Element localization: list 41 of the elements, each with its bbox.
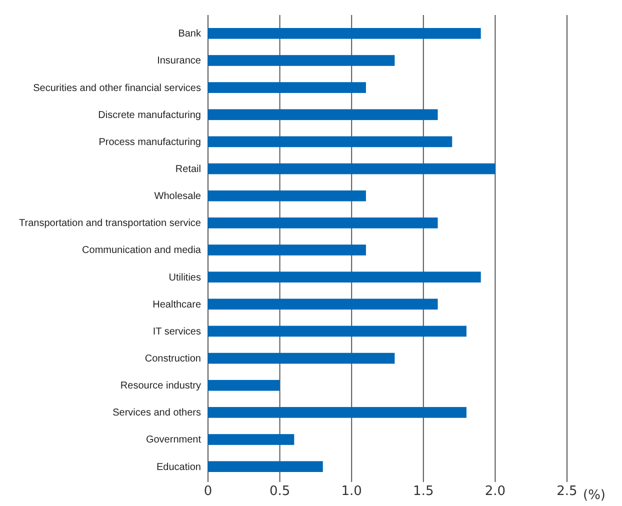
y-tick-label: Insurance	[157, 56, 202, 67]
bar	[208, 352, 395, 364]
x-tick-label: 0.5	[269, 484, 290, 500]
bar	[208, 434, 294, 445]
y-tick-label: Process manufacturing	[98, 136, 201, 148]
y-tick-label: Resource industry	[120, 380, 201, 392]
bar	[208, 407, 466, 418]
x-axis-title: (%)	[583, 488, 606, 503]
bar	[208, 272, 481, 282]
y-tick-label: Construction	[144, 353, 201, 364]
bar	[208, 109, 438, 120]
y-tick-label: Utilities	[168, 272, 201, 284]
bar	[208, 190, 366, 202]
y-tick-label: Government	[146, 434, 202, 446]
bar	[208, 380, 280, 391]
x-tick-label: 2.5	[556, 484, 578, 500]
bar	[208, 244, 366, 256]
y-tick-label: Wholesale	[154, 191, 202, 202]
x-tick-label: 1.5	[413, 484, 434, 500]
y-tick-label: Communication and media	[82, 245, 202, 256]
x-tick-label: 0	[204, 484, 212, 500]
y-tick-label: Securities and other financial services	[33, 82, 201, 94]
x-tick-label: 2.0	[484, 484, 506, 500]
y-tick-label: Retail	[175, 164, 201, 175]
y-tick-label: Healthcare	[152, 299, 202, 310]
y-tick-label: Transportation and transportation service	[19, 218, 202, 230]
bar	[208, 461, 323, 472]
y-tick-label: Bank	[178, 28, 202, 40]
bar	[208, 136, 452, 148]
bar	[208, 55, 395, 66]
bar	[208, 82, 366, 93]
y-tick-label: Services and others	[112, 408, 201, 419]
bar	[208, 218, 438, 228]
bar	[208, 28, 481, 39]
bar	[208, 163, 496, 174]
bar	[208, 326, 466, 337]
y-tick-label: IT services	[152, 326, 201, 338]
bar	[208, 298, 438, 310]
x-tick-label: 1.0	[341, 484, 362, 500]
y-tick-label: Discrete manufacturing	[98, 110, 201, 121]
y-tick-label: Education	[156, 462, 201, 473]
